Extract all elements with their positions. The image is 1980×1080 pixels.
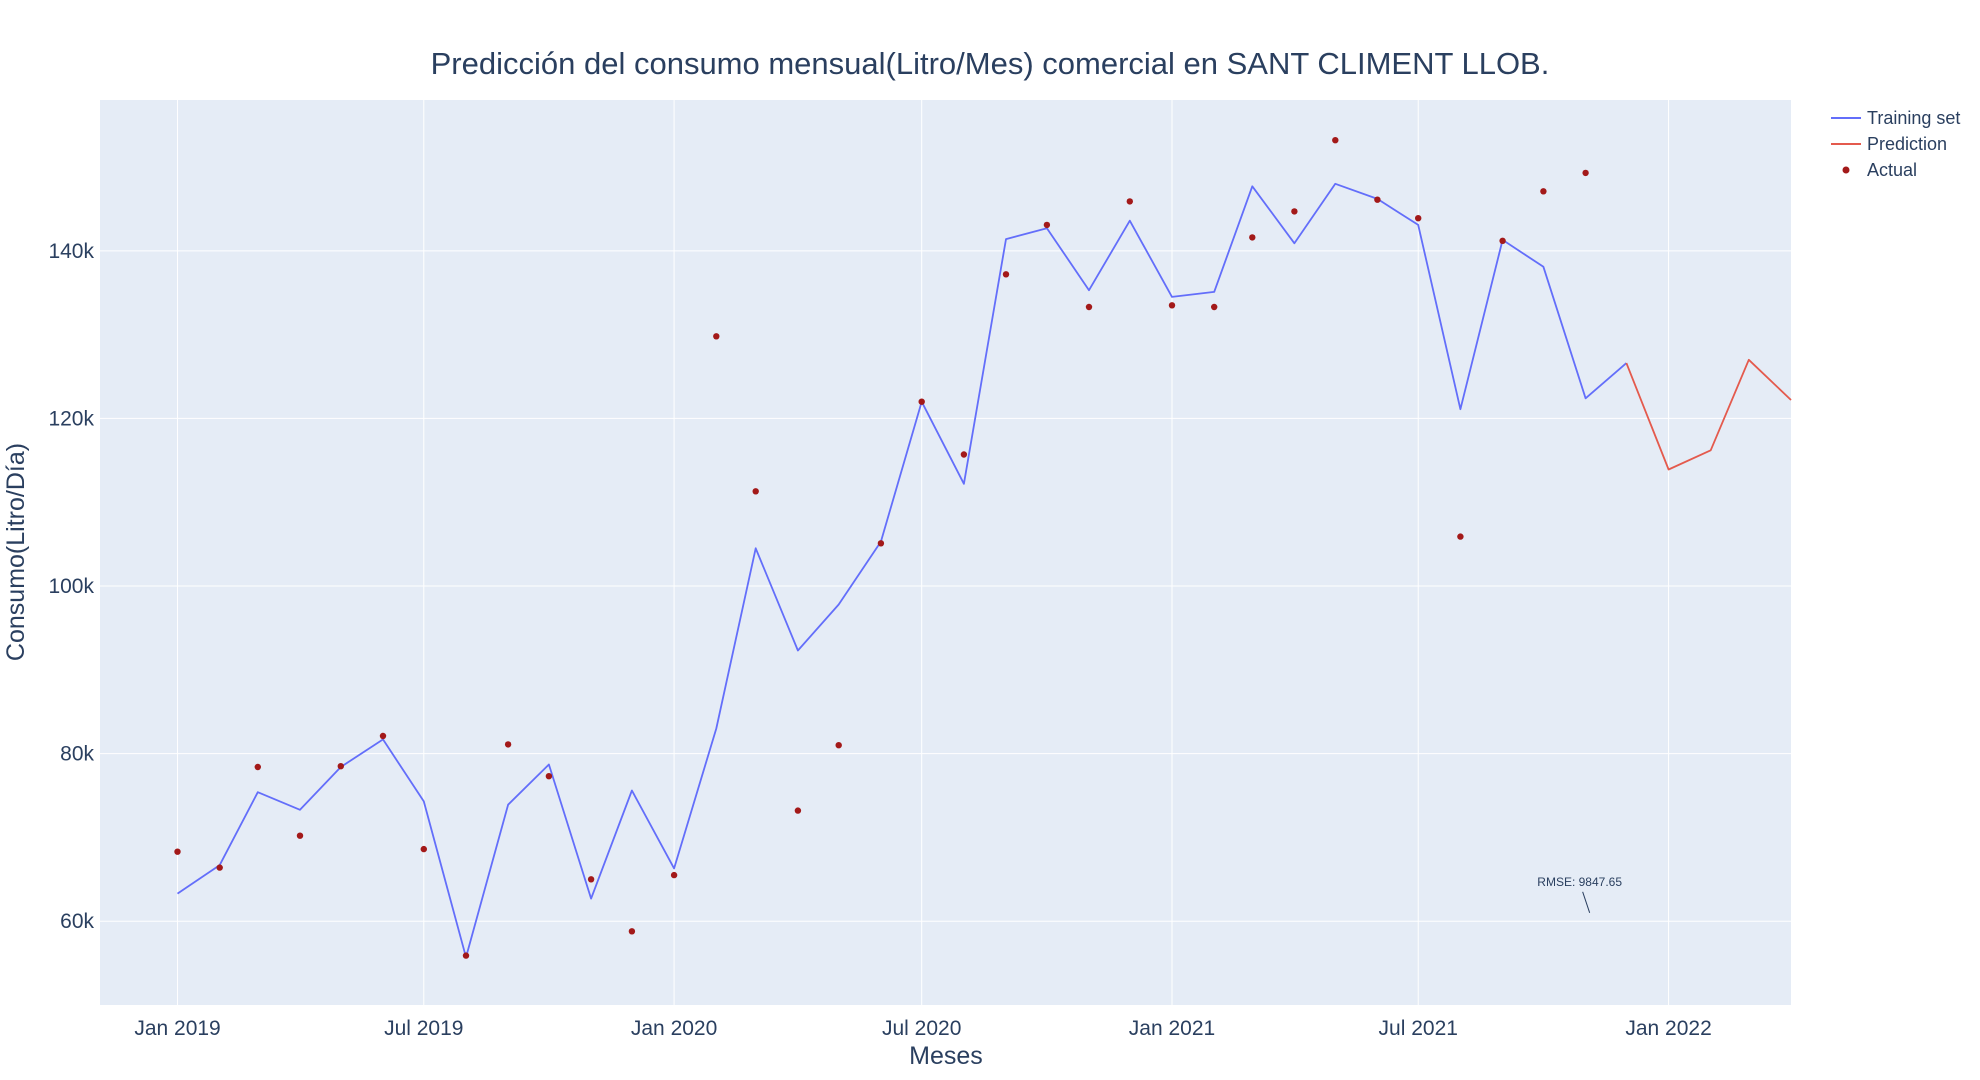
y-tick-label: 60k	[60, 910, 94, 933]
actual-points	[174, 137, 1589, 959]
actual-point	[1332, 137, 1339, 144]
actual-point	[587, 876, 595, 883]
x-tick-label: Jul 2021	[1379, 1017, 1458, 1040]
legend[interactable]: Training set Prediction Actual	[1831, 108, 1960, 180]
actual-point	[1002, 271, 1010, 278]
y-axis-title: Consumo(Litro/Día)	[2, 443, 30, 661]
x-tick-label: Jan 2021	[1129, 1017, 1215, 1040]
actual-point	[752, 488, 759, 495]
annotation-arrow	[1582, 891, 1591, 913]
x-tick-label: Jul 2020	[882, 1017, 961, 1040]
actual-point	[174, 848, 181, 855]
actual-point	[1168, 302, 1176, 309]
rmse-annotation: RMSE: 9847.65	[1537, 875, 1622, 889]
actual-point	[1043, 221, 1051, 229]
x-tick-label: Jul 2019	[384, 1017, 463, 1040]
actual-point	[1457, 533, 1464, 540]
actual-point	[504, 741, 512, 748]
actual-point	[296, 832, 304, 839]
y-tick-label: 80k	[60, 743, 94, 766]
actual-point	[216, 864, 223, 871]
series-line-prediction	[1625, 358, 1792, 471]
x-tick-label: Jan 2020	[631, 1017, 717, 1040]
actual-point	[337, 763, 344, 770]
legend-label: Training set	[1867, 108, 1960, 128]
y-tick-label: 140k	[48, 240, 94, 263]
actual-point	[462, 952, 470, 959]
actual-point	[254, 763, 261, 771]
x-tick-label: Jan 2019	[134, 1017, 220, 1040]
plot-area	[100, 100, 1791, 1005]
actual-point	[1499, 237, 1506, 244]
actual-point	[1415, 215, 1422, 222]
actual-point	[918, 398, 925, 405]
gridlines	[100, 100, 1791, 1005]
x-tick-label: Jan 2022	[1625, 1017, 1711, 1040]
y-tick-label: 120k	[48, 407, 94, 430]
legend-swatch-actual	[1842, 166, 1850, 174]
actual-point	[379, 732, 387, 740]
actual-point	[713, 333, 720, 340]
series-layer	[176, 182, 1792, 959]
legend-label: Prediction	[1867, 134, 1947, 154]
y-tick-label: 100k	[48, 575, 94, 598]
actual-point	[628, 928, 636, 935]
actual-point	[1249, 234, 1256, 241]
actual-point	[545, 773, 553, 780]
actual-point	[1582, 169, 1589, 177]
x-axis-title: Meses	[909, 1042, 983, 1070]
actual-point	[420, 845, 427, 853]
legend-label: Actual	[1867, 160, 1917, 180]
actual-point	[670, 871, 678, 879]
actual-point	[877, 540, 885, 547]
actual-point	[794, 807, 802, 814]
actual-point	[960, 451, 968, 458]
x-axis-ticks: Jan 2019 Jul 2019 Jan 2020 Jul 2020 Jan 2021…	[134, 1017, 1711, 1040]
actual-point	[1540, 188, 1547, 195]
annotation-layer: RMSE: 9847.65	[1537, 875, 1622, 913]
actual-point	[1374, 196, 1381, 203]
actual-point	[1291, 208, 1298, 215]
series-line-training-set	[176, 182, 1627, 959]
actual-point	[835, 742, 842, 749]
actual-point	[1085, 303, 1093, 311]
actual-point	[1126, 198, 1134, 205]
y-axis-ticks: 60k 80k 100k 120k 140k	[48, 240, 94, 933]
actual-point	[1211, 303, 1218, 311]
chart-title: Predicción del consumo mensual(Litro/Mes…	[431, 46, 1550, 81]
